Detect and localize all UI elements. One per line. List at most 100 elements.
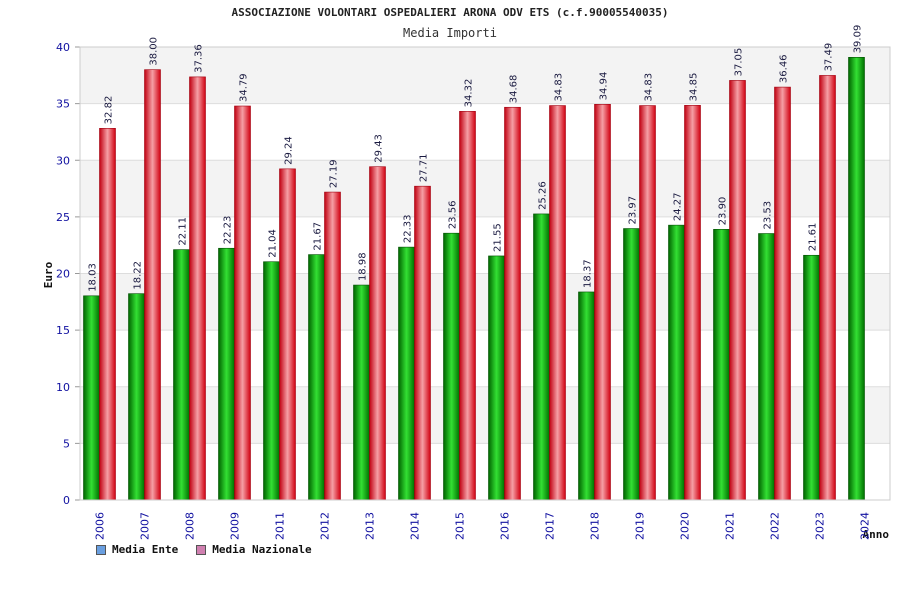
data-label-ente: 39.09	[853, 25, 864, 54]
data-label-ente: 18.37	[583, 259, 594, 288]
bar-ente	[488, 255, 505, 501]
x-axis-label: Anno	[863, 528, 890, 541]
data-label-ente: 23.56	[448, 201, 459, 230]
plot-band	[80, 386, 890, 444]
data-label-nazionale: 38.00	[149, 37, 160, 66]
data-label-nazionale: 29.43	[374, 134, 385, 163]
y-axis-label: Euro	[42, 261, 55, 288]
bar-ente	[668, 224, 685, 501]
plot-band	[80, 273, 890, 331]
x-tick-label: 2013	[364, 512, 377, 540]
bar-ente	[173, 249, 190, 501]
data-label-ente: 18.98	[358, 252, 369, 281]
plot-band	[80, 216, 890, 274]
bar-ente	[713, 229, 730, 501]
bar-ente	[758, 233, 775, 501]
bar-nazionale	[504, 106, 521, 501]
bar-ente	[443, 232, 460, 501]
data-label-ente: 24.27	[673, 193, 684, 222]
bar-ente	[263, 261, 280, 501]
x-tick-label: 2017	[544, 512, 557, 540]
plot-border	[79, 46, 891, 501]
bar-nazionale	[549, 105, 566, 501]
bar-nazionale	[99, 128, 116, 501]
data-label-ente: 22.23	[223, 216, 234, 245]
bar-ente	[308, 254, 325, 501]
x-tick-label: 2021	[724, 512, 737, 540]
data-label-nazionale: 34.68	[509, 75, 520, 104]
bar-nazionale	[414, 185, 431, 501]
x-tick-label: 2024	[859, 512, 872, 540]
data-label-ente: 22.33	[403, 214, 414, 243]
y-tick-label: 10	[56, 381, 70, 394]
data-label-ente: 25.26	[538, 181, 549, 210]
data-label-nazionale: 34.79	[239, 73, 250, 102]
bar-nazionale	[684, 105, 701, 501]
data-label-nazionale: 27.19	[329, 159, 340, 188]
x-tick-label: 2014	[409, 512, 422, 540]
bar-nazionale	[729, 80, 746, 501]
x-tick-label: 2006	[94, 512, 107, 540]
y-tick-label: 0	[63, 494, 70, 507]
bar-ente	[623, 228, 640, 501]
plot-band	[80, 330, 890, 387]
y-tick-label: 5	[63, 437, 70, 450]
bar-nazionale	[324, 191, 341, 501]
legend-label-ente: Media Ente	[112, 543, 179, 556]
chart-subtitle: Media Importi	[403, 26, 497, 40]
data-label-ente: 18.22	[133, 261, 144, 290]
chart-title: ASSOCIAZIONE VOLONTARI OSPEDALIERI ARONA…	[231, 6, 669, 19]
data-label-ente: 21.55	[493, 223, 504, 252]
bar-nazionale	[189, 76, 206, 501]
legend-swatch-ente	[96, 544, 106, 555]
data-label-nazionale: 32.82	[104, 96, 115, 125]
x-tick-label: 2023	[814, 512, 827, 540]
data-label-ente: 22.11	[178, 217, 189, 246]
data-label-ente: 23.97	[628, 196, 639, 225]
legend-item-ente: Media Ente	[96, 543, 178, 556]
x-tick-label: 2016	[499, 512, 512, 540]
y-tick-label: 30	[56, 154, 70, 167]
y-tick-label: 40	[56, 41, 70, 54]
legend: Media Ente Media Nazionale	[96, 543, 312, 556]
data-label-nazionale: 34.85	[689, 73, 700, 102]
bar-ente	[353, 284, 370, 501]
x-tick-label: 2009	[229, 512, 242, 540]
bar-nazionale	[234, 105, 251, 501]
data-label-nazionale: 34.32	[464, 79, 475, 108]
data-label-nazionale: 36.46	[779, 54, 790, 83]
y-tick-label: 35	[56, 98, 70, 111]
bar-ente	[218, 247, 235, 501]
bar-nazionale	[774, 86, 791, 501]
data-label-nazionale: 27.71	[419, 154, 430, 183]
x-tick-label: 2019	[634, 512, 647, 540]
data-label-ente: 23.90	[718, 197, 729, 226]
bar-ente	[128, 293, 145, 501]
bar-nazionale	[639, 105, 656, 501]
data-label-ente: 23.53	[763, 201, 774, 230]
bar-nazionale	[144, 69, 161, 501]
y-tick-label: 25	[56, 211, 70, 224]
bar-nazionale	[819, 75, 836, 501]
plot-band	[80, 160, 890, 217]
data-label-ente: 21.61	[808, 223, 819, 252]
y-tick-label: 15	[56, 324, 70, 337]
bar-ente	[533, 213, 550, 501]
legend-label-nazionale: Media Nazionale	[212, 543, 312, 556]
data-label-nazionale: 34.83	[644, 73, 655, 102]
x-tick-label: 2008	[184, 512, 197, 540]
x-tick-label: 2020	[679, 512, 692, 540]
bar-ente	[803, 254, 820, 501]
bar-ente	[398, 246, 415, 501]
plot-band	[80, 47, 890, 104]
legend-swatch-nazionale	[196, 544, 207, 555]
plot-band	[80, 443, 890, 500]
data-label-nazionale: 34.83	[554, 73, 565, 102]
legend-item-nazionale: Media Nazionale	[196, 543, 312, 556]
data-label-ente: 21.04	[268, 229, 279, 258]
x-tick-label: 2012	[319, 512, 332, 540]
data-label-nazionale: 37.05	[734, 48, 745, 77]
data-label-nazionale: 37.36	[194, 44, 205, 73]
data-label-ente: 21.67	[313, 222, 324, 251]
